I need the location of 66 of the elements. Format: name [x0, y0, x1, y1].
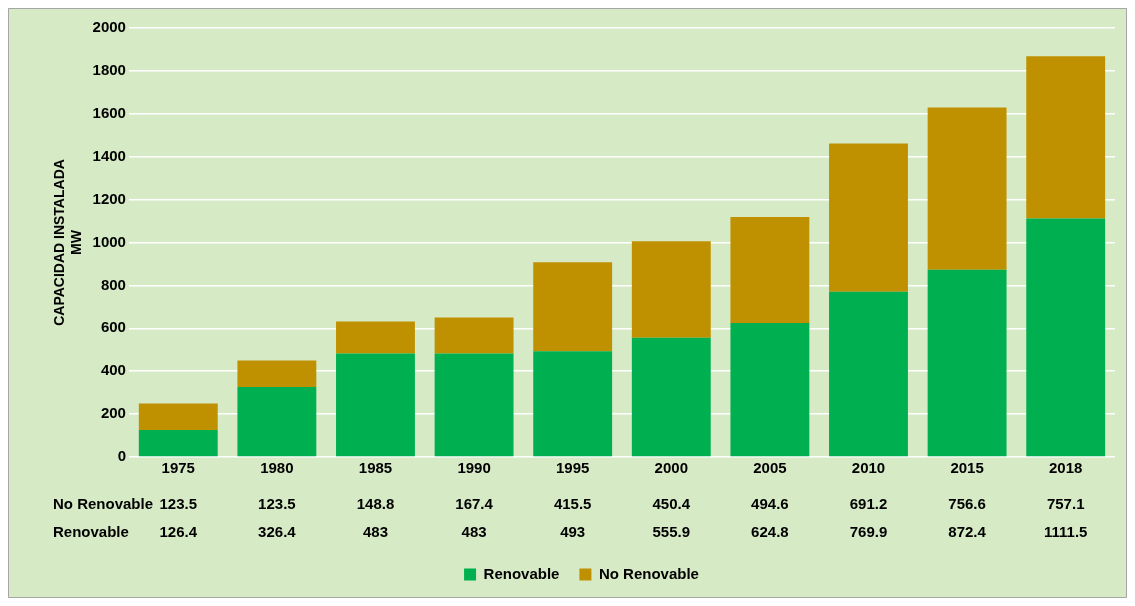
bar [927, 269, 1007, 457]
y-tick-label: 200 [100, 404, 126, 422]
x-tick-label: 2018 [1049, 459, 1083, 477]
data-label: 872.4 [948, 523, 987, 541]
data-label: 769.9 [849, 523, 888, 541]
bar [730, 216, 810, 323]
data-label: 148.8 [356, 495, 395, 513]
bar [336, 353, 415, 457]
x-tick-label: 1985 [358, 459, 393, 477]
bar [434, 317, 514, 354]
y-tick-label: 400 [100, 361, 126, 379]
data-label: 493 [560, 523, 586, 541]
y-tick-label: 600 [100, 318, 126, 336]
legend-label: No Renovable [598, 564, 699, 582]
y-tick-label: 1800 [92, 61, 126, 79]
data-label: 494.6 [751, 495, 789, 513]
bar [237, 386, 317, 457]
data-label: 483 [362, 523, 388, 541]
bar [631, 337, 711, 457]
y-tick-label: 0 [117, 447, 126, 465]
y-tick-label: 800 [100, 275, 126, 293]
bar [1026, 56, 1106, 219]
y-tick-label: 1400 [92, 146, 126, 164]
bar [237, 360, 317, 387]
x-tick-label: 2015 [950, 459, 984, 477]
bar [730, 322, 810, 457]
text: No Renovable [53, 495, 154, 513]
bar [336, 321, 415, 354]
text: Renovable [53, 523, 129, 541]
data-label: 757.1 [1046, 495, 1085, 513]
data-label: 691.2 [849, 495, 888, 513]
x-tick-label: 1975 [161, 459, 195, 477]
data-label: 415.5 [553, 495, 592, 513]
y-axis-title: CAPACIDAD INSTALADA MW [51, 159, 85, 326]
bar [927, 107, 1007, 270]
bar [533, 262, 613, 352]
x-tick-label: 1995 [556, 459, 590, 477]
x-tick-label: 2005 [753, 459, 787, 477]
data-label: 123.5 [159, 495, 198, 513]
bar [829, 291, 908, 457]
x-tick-label: 1980 [260, 459, 294, 477]
bar [631, 241, 711, 338]
y-tick-label: 1000 [92, 232, 126, 250]
data-label: 555.9 [652, 523, 691, 541]
data-label: 123.5 [258, 495, 296, 513]
data-label: 126.4 [159, 523, 198, 541]
data-label: 483 [461, 523, 487, 541]
data-label: 756.6 [948, 495, 986, 513]
y-tick-label: 2000 [92, 18, 126, 36]
x-tick-label: 2010 [851, 459, 886, 477]
data-label: 167.4 [455, 495, 494, 513]
bar [1026, 218, 1106, 457]
y-tick-label: 1600 [92, 103, 126, 121]
bar [138, 403, 218, 430]
data-label: 450.4 [652, 495, 691, 513]
data-label: 624.8 [751, 523, 789, 541]
bar [434, 353, 514, 457]
bar [138, 429, 218, 457]
x-tick-label: 2000 [654, 459, 688, 477]
data-label: 326.4 [258, 523, 297, 541]
bar [533, 351, 613, 457]
legend-label: Renovable [483, 564, 560, 582]
y-tick-label: 1200 [92, 189, 126, 207]
bar [829, 143, 908, 292]
data-label: 1111.5 [1044, 523, 1088, 541]
x-tick-label: 1990 [457, 459, 491, 477]
